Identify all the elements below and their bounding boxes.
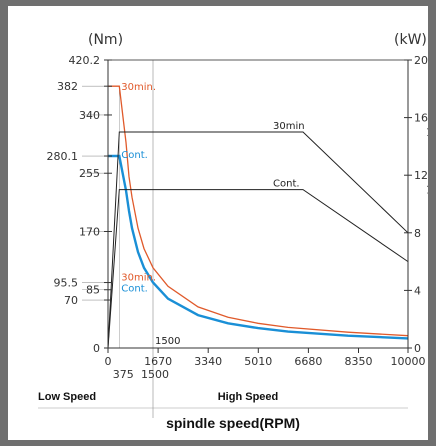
y-left-tick-label: 95.5: [54, 277, 79, 290]
x-tick-label: 5010: [244, 355, 272, 368]
x-tick-label: 8350: [345, 355, 373, 368]
y-right-tick-label: 16: [414, 112, 428, 125]
low-30min-label: 30min.: [121, 273, 156, 284]
right-edge-label: 1: [426, 126, 428, 139]
x-axis-title: spindle speed(RPM): [166, 415, 300, 431]
right-edge-label: 1: [426, 184, 428, 197]
series-label-power-cont: Cont.: [273, 179, 300, 190]
high-speed-label: High Speed: [218, 391, 279, 403]
x-extra-tick-label: 375: [113, 368, 134, 381]
y-left-tick-label: 340: [79, 109, 100, 122]
y-left-tick-label: 255: [79, 167, 100, 180]
series-power-30min-line: [107, 131, 409, 349]
x-extra-tick-label: 1500: [141, 368, 169, 381]
ref-1500-label: 1500: [155, 336, 180, 347]
y-right-tick-label: 12: [414, 169, 428, 182]
x-tick-label: 1670: [144, 355, 172, 368]
series-torque-30min-line: [108, 85, 409, 337]
y-left-tick-label: 170: [79, 225, 100, 238]
y-left-unit-label: (Nm): [88, 32, 123, 48]
x-tick-label: 10000: [391, 355, 426, 368]
y-left-tick-label: 85: [86, 284, 100, 297]
series-label-power-30min: 30min: [273, 121, 305, 132]
y-right-tick-label: 0: [414, 342, 421, 355]
y-right-unit-label: (kW): [394, 32, 427, 48]
y-left-tick-label: 420.2: [69, 54, 101, 67]
chart-frame: 420.2 382 340 280.1 255 170 95.5 85 70 0 20 16 12 8 4 0…: [8, 6, 428, 440]
low-cont-label: Cont.: [121, 284, 148, 295]
series-power-cont-line: [107, 189, 409, 349]
y-left-tick-label: 70: [64, 294, 78, 307]
series-label-cont: Cont.: [121, 150, 148, 161]
y-right-tick-label: 8: [414, 227, 421, 240]
x-tick-label: 0: [105, 355, 112, 368]
x-tick-label: 3340: [194, 355, 222, 368]
y-right-tick-label: 20: [414, 54, 428, 67]
x-tick-label: 6680: [294, 355, 322, 368]
low-speed-label: Low Speed: [38, 391, 96, 403]
y-right-tick-label: 4: [414, 284, 421, 297]
series-torque-cont-line: [108, 154, 409, 340]
y-left-tick-label: 382: [57, 80, 78, 93]
y-left-tick-label: 280.1: [47, 150, 79, 163]
series-label-30min: 30min.: [121, 82, 156, 93]
y-left-tick-label: 0: [93, 342, 100, 355]
